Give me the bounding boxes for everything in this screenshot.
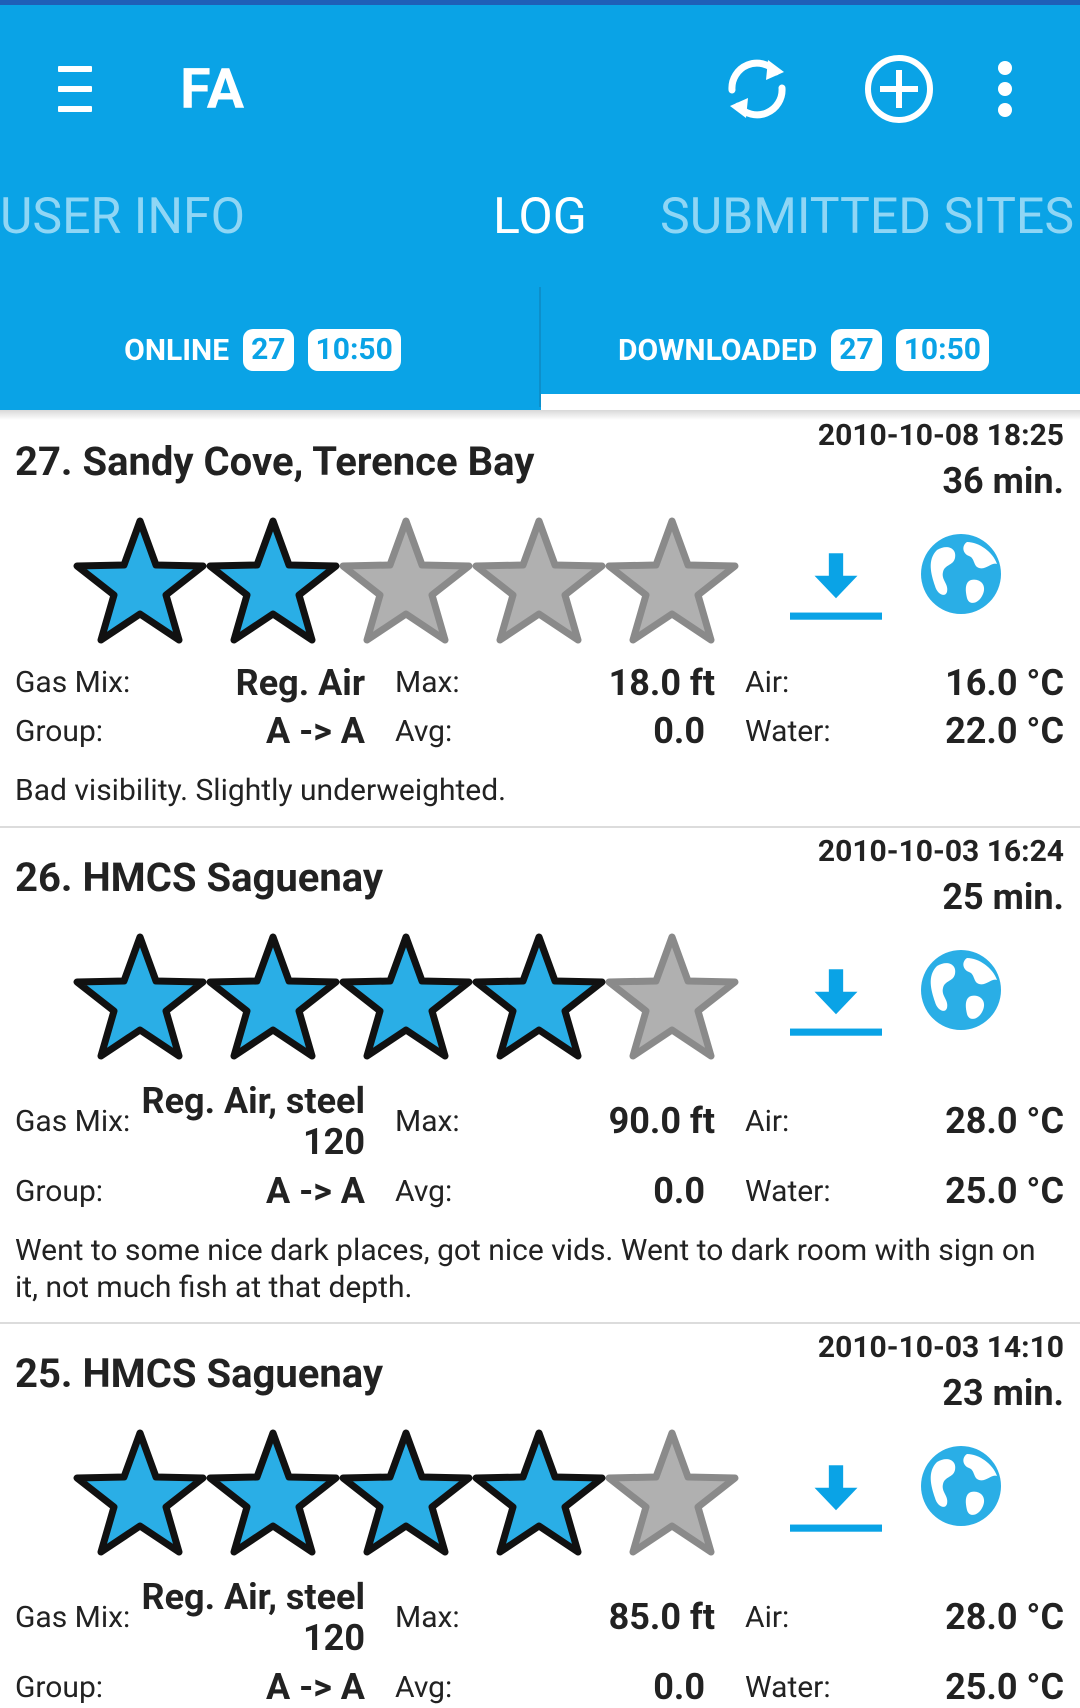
gas-mix-label: Gas Mix: <box>15 665 131 700</box>
star-filled-icon <box>338 1427 474 1557</box>
menu-icon[interactable] <box>58 66 92 112</box>
star-filled-icon <box>471 931 607 1061</box>
add-circle-icon[interactable] <box>860 50 938 128</box>
group-label: Group: <box>15 1670 104 1705</box>
overflow-menu-icon[interactable] <box>985 50 1025 128</box>
group-value: A -> A <box>265 1666 365 1708</box>
entry-title: 26. HMCS Saguenay <box>15 854 384 901</box>
entry-note: Bad visibility. Slightly underweighted. <box>15 773 507 808</box>
avg-depth-value: 0.0 <box>653 1170 705 1212</box>
tab-log[interactable]: LOG <box>493 188 587 246</box>
download-icon[interactable] <box>790 552 882 622</box>
max-depth-label: Max: <box>395 665 460 700</box>
subtab-active-indicator <box>541 394 1080 410</box>
star-filled-icon <box>72 931 208 1061</box>
gas-mix-value: Reg. Air, steel 120 <box>141 1080 366 1163</box>
subtab-downloaded-label: DOWNLOADED <box>617 332 818 368</box>
download-icon[interactable] <box>790 1464 882 1534</box>
air-temp-value: 28.0 °C <box>945 1100 1064 1142</box>
entry-date: 2010-10-03 16:24 <box>817 834 1064 869</box>
max-depth-value: 85.0 ft <box>608 1596 715 1638</box>
entry-separator <box>0 1322 1080 1324</box>
entry-duration: 36 min. <box>942 460 1064 502</box>
avg-depth-label: Avg: <box>395 1670 453 1705</box>
rating-stars <box>72 1427 792 1557</box>
star-filled-icon <box>205 515 341 645</box>
water-temp-value: 22.0 °C <box>945 710 1064 752</box>
water-temp-label: Water: <box>745 714 831 749</box>
subtab-bar: ONLINE 27 10:50 DOWNLOADED 27 10:50 <box>0 290 1080 410</box>
download-icon[interactable] <box>790 968 882 1038</box>
subtab-downloaded[interactable]: DOWNLOADED 27 10:50 <box>541 290 1080 410</box>
star-empty-icon <box>471 515 607 645</box>
entry-title: 27. Sandy Cove, Terence Bay <box>15 438 535 485</box>
star-filled-icon <box>205 931 341 1061</box>
globe-icon[interactable] <box>917 946 1005 1034</box>
gas-mix-value: Reg. Air, steel 120 <box>141 1576 366 1659</box>
subtab-divider <box>539 287 541 407</box>
gas-mix-label: Gas Mix: <box>15 1104 131 1139</box>
water-temp-label: Water: <box>745 1174 831 1209</box>
subtab-online-time: 10:50 <box>307 329 401 371</box>
avg-depth-label: Avg: <box>395 1174 453 1209</box>
air-temp-label: Air: <box>745 665 790 700</box>
star-empty-icon <box>338 515 474 645</box>
rating-stars <box>72 931 792 1061</box>
globe-icon[interactable] <box>917 1442 1005 1530</box>
group-label: Group: <box>15 714 104 749</box>
star-filled-icon <box>471 1427 607 1557</box>
entry-date: 2010-10-08 18:25 <box>817 418 1064 453</box>
max-depth-label: Max: <box>395 1600 460 1635</box>
air-temp-value: 28.0 °C <box>945 1596 1064 1638</box>
group-value: A -> A <box>265 710 365 752</box>
water-temp-label: Water: <box>745 1670 831 1705</box>
air-temp-label: Air: <box>745 1600 790 1635</box>
tab-user-info[interactable]: USER INFO <box>0 188 246 246</box>
sync-icon[interactable] <box>718 50 796 128</box>
subtab-online[interactable]: ONLINE 27 10:50 <box>0 290 539 410</box>
star-filled-icon <box>205 1427 341 1557</box>
air-temp-label: Air: <box>745 1104 790 1139</box>
entry-duration: 25 min. <box>942 876 1064 918</box>
appbar-shadow <box>0 410 1080 420</box>
entry-note: Went to some nice dark places, got nice … <box>15 1233 1036 1305</box>
air-temp-value: 16.0 °C <box>945 662 1064 704</box>
star-empty-icon <box>604 1427 740 1557</box>
star-filled-icon <box>72 515 208 645</box>
max-depth-value: 90.0 ft <box>608 1100 715 1142</box>
avg-depth-value: 0.0 <box>653 710 705 752</box>
max-depth-label: Max: <box>395 1104 460 1139</box>
star-filled-icon <box>338 931 474 1061</box>
tab-bar: USER INFO LOG SUBMITTED SITES <box>0 182 1080 252</box>
entry-duration: 23 min. <box>942 1372 1064 1414</box>
globe-icon[interactable] <box>917 530 1005 618</box>
avg-depth-label: Avg: <box>395 714 453 749</box>
subtab-online-count: 27 <box>243 329 294 371</box>
tab-submitted-sites[interactable]: SUBMITTED SITES <box>660 188 1075 246</box>
subtab-online-label: ONLINE <box>124 332 230 368</box>
star-empty-icon <box>604 515 740 645</box>
subtab-downloaded-count: 27 <box>831 329 882 371</box>
status-bar-strip <box>0 0 1080 5</box>
entry-separator <box>0 826 1080 828</box>
subtab-downloaded-time: 10:50 <box>895 329 990 371</box>
gas-mix-label: Gas Mix: <box>15 1600 131 1635</box>
group-label: Group: <box>15 1174 104 1209</box>
star-filled-icon <box>72 1427 208 1557</box>
star-empty-icon <box>604 931 740 1061</box>
max-depth-value: 18.0 ft <box>608 662 715 704</box>
water-temp-value: 25.0 °C <box>945 1170 1064 1212</box>
rating-stars <box>72 515 792 645</box>
avg-depth-value: 0.0 <box>653 1666 705 1708</box>
entry-title: 25. HMCS Saguenay <box>15 1350 384 1397</box>
water-temp-value: 25.0 °C <box>945 1666 1064 1708</box>
app-title: FA <box>180 56 246 122</box>
entry-date: 2010-10-03 14:10 <box>817 1330 1064 1365</box>
group-value: A -> A <box>265 1170 365 1212</box>
gas-mix-value: Reg. Air <box>235 662 365 704</box>
